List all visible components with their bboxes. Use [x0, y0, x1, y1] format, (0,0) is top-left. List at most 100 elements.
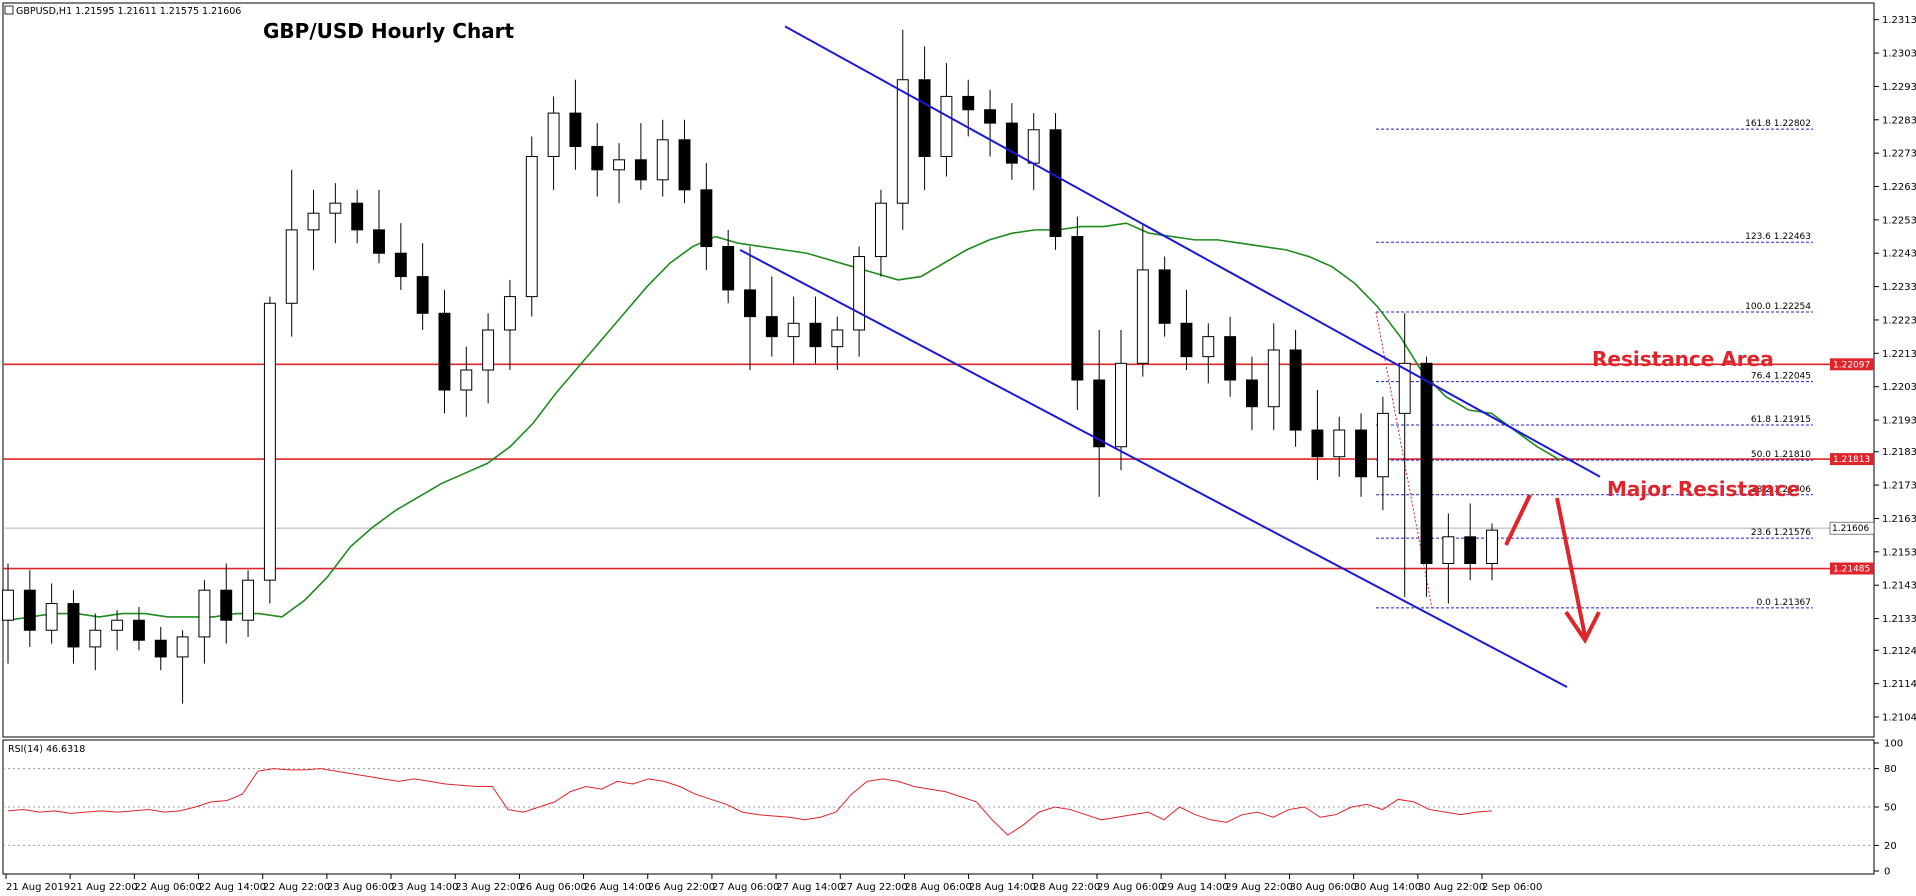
- price-tick-label: 1.22430: [1882, 249, 1916, 260]
- time-tick-label: 30 Aug 22:00: [1418, 882, 1485, 893]
- descending-channel: [739, 25, 1601, 688]
- candle: [111, 610, 124, 651]
- price-tick-label: 1.22930: [1882, 82, 1916, 93]
- up-arrow: [1504, 494, 1532, 546]
- current-price-label: 1.21606: [1832, 524, 1869, 534]
- candle: [132, 606, 145, 651]
- annotation-major-resistance: Major Resistance: [1607, 477, 1800, 501]
- fib-level-ratio: 76.4: [1751, 372, 1774, 382]
- candle: [242, 570, 255, 637]
- fib-level-value: 1.22045: [1774, 372, 1811, 382]
- price-axis-ticks: 1.23130 1.23030 1.22930 1.22830 1.22730 1.226…: [1874, 15, 1916, 723]
- fib-level-ratio: 161.8: [1745, 119, 1774, 129]
- time-tick-label: 22 Aug 22:00: [263, 882, 330, 893]
- time-tick-label: 22 Aug 14:00: [199, 882, 266, 893]
- candle: [1005, 103, 1018, 180]
- price-tick-label: 1.23030: [1882, 49, 1916, 60]
- price-tick-label: 1.22530: [1882, 215, 1916, 226]
- level-price-label: 1.21485: [1833, 565, 1870, 575]
- candle: [678, 119, 691, 204]
- candle: [874, 189, 887, 277]
- price-tick-label: 1.22030: [1882, 382, 1916, 393]
- candle: [2, 563, 14, 664]
- time-tick-label: 22 Aug 06:00: [134, 882, 201, 893]
- candle: [329, 183, 342, 244]
- candle: [89, 613, 102, 671]
- candle: [591, 123, 604, 197]
- candle: [351, 189, 364, 244]
- time-tick-label: 27 Aug 22:00: [840, 882, 907, 893]
- candle: [154, 626, 167, 671]
- fib-level-ratio: 50.0: [1751, 450, 1774, 460]
- candle: [722, 229, 735, 304]
- time-tick-label: 29 Aug 14:00: [1161, 882, 1228, 893]
- price-tick-label: 1.21435: [1882, 581, 1916, 592]
- price-tick-label: 1.21140: [1882, 679, 1916, 690]
- price-tick-label: 1.21240: [1882, 646, 1916, 657]
- fib-level-label: 76.4 1.22045: [1751, 372, 1811, 382]
- fib-level-label: 100.0 1.22254: [1745, 302, 1811, 312]
- candle: [700, 163, 713, 270]
- candle: [1115, 329, 1127, 471]
- horizontal-levels: 1.22097 1.21813 1.21485: [3, 358, 1874, 575]
- rsi-line: [7, 768, 1493, 836]
- candle: [787, 296, 800, 364]
- fib-level-value: 1.21367: [1774, 598, 1811, 608]
- fib-level-value: 1.21706: [1774, 485, 1811, 495]
- price-tick-label: 1.21735: [1882, 481, 1916, 492]
- fib-level-label: 161.8 1.22802: [1745, 119, 1811, 129]
- candle: [416, 243, 429, 330]
- time-tick-label: 23 Aug 22:00: [455, 882, 522, 893]
- time-tick-label: 26 Aug 06:00: [519, 882, 586, 893]
- price-tick-label: 1.22130: [1882, 349, 1916, 360]
- price-tick-label: 1.21835: [1882, 447, 1916, 458]
- price-tick-label: 1.21335: [1882, 614, 1916, 625]
- candle: [176, 630, 189, 704]
- time-tick-label: 30 Aug 06:00: [1289, 882, 1356, 893]
- price-tick-label: 1.21040: [1882, 712, 1916, 723]
- time-tick-label: 27 Aug 14:00: [776, 882, 843, 893]
- candle: [1486, 523, 1498, 581]
- time-tick-label: 28 Aug 22:00: [1033, 882, 1100, 893]
- level-price-tag: [1830, 358, 1874, 371]
- candle: [67, 590, 80, 664]
- candle: [809, 296, 822, 364]
- rsi-axis-ticks: 100 80 50 20 0: [1874, 739, 1903, 878]
- time-tick-label: 23 Aug 14:00: [391, 882, 458, 893]
- rsi-tick-label: 100: [1884, 739, 1903, 750]
- candle: [1224, 316, 1237, 397]
- candle: [1267, 323, 1280, 431]
- price-tick-label: 1.21930: [1882, 416, 1916, 427]
- candle: [1071, 216, 1084, 411]
- rsi-levels: [3, 768, 1874, 846]
- price-tick-label: 1.22830: [1882, 115, 1916, 126]
- rsi-tick-label: 50: [1884, 803, 1897, 814]
- candle: [940, 63, 953, 177]
- candle: [1202, 323, 1215, 384]
- annotation-resistance-area: Resistance Area: [1592, 347, 1774, 371]
- time-tick-label: 30 Aug 14:00: [1354, 882, 1421, 893]
- candle: [831, 316, 844, 370]
- time-tick-label: 27 Aug 06:00: [712, 882, 779, 893]
- candle: [438, 289, 451, 414]
- candle: [744, 246, 756, 370]
- chart-title: GBP/USD Hourly Chart: [263, 19, 515, 43]
- fibonacci-levels: 161.8 1.22802 123.6 1.22463 100.0 1.22254 7…: [1375, 119, 1813, 609]
- price-tick-label: 1.23130: [1882, 15, 1916, 26]
- candle: [1289, 329, 1302, 447]
- fib-level-value: 1.21915: [1774, 415, 1811, 425]
- candle: [634, 123, 647, 190]
- fib-level-ratio: 0.0: [1757, 598, 1774, 608]
- time-tick-label: 21 Aug 22:00: [70, 882, 137, 893]
- candle: [198, 580, 211, 664]
- candle: [984, 89, 997, 157]
- candle: [1420, 356, 1433, 597]
- level-price-tag: [1830, 562, 1874, 575]
- ma-line: [7, 222, 1561, 622]
- time-tick-label: 29 Aug 06:00: [1097, 882, 1164, 893]
- down-arrow: [1555, 497, 1601, 644]
- candle: [1442, 513, 1455, 604]
- candle: [1093, 329, 1106, 497]
